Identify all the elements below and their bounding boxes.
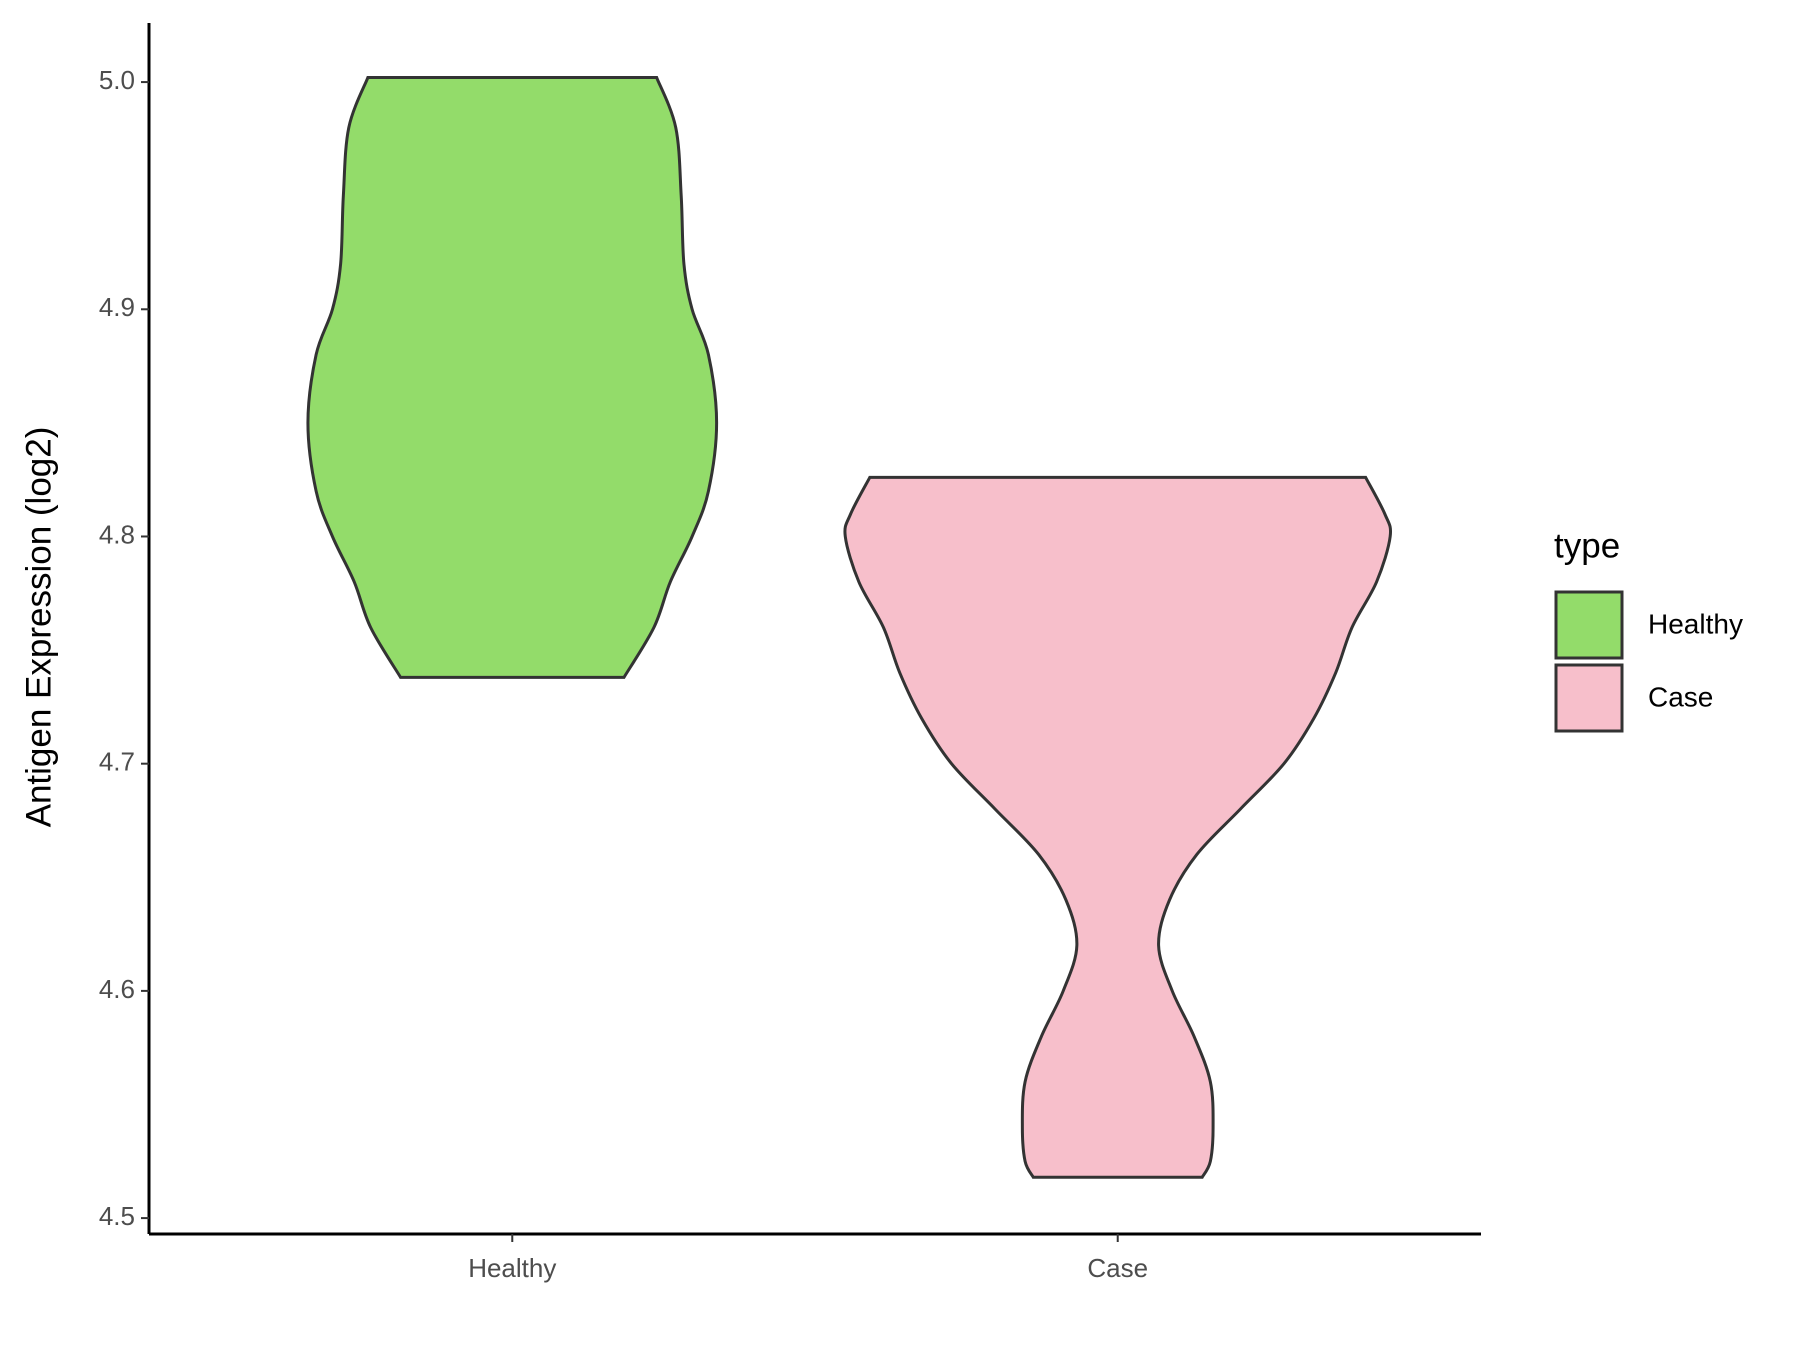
x-tick-label: Healthy <box>468 1253 556 1283</box>
violin <box>843 475 1393 1179</box>
violin <box>306 76 719 679</box>
y-axis-title: Antigen Expression (log2) <box>19 427 58 828</box>
legend-label: Case <box>1648 681 1713 712</box>
y-tick-label: 4.6 <box>99 974 135 1004</box>
legend-label: Healthy <box>1648 608 1743 639</box>
y-tick-label: 4.8 <box>99 519 135 549</box>
legend-title: type <box>1554 526 1620 565</box>
legend-key <box>1554 663 1624 733</box>
y-tick-label: 4.5 <box>99 1201 135 1231</box>
x-tick-label: Case <box>1087 1253 1148 1283</box>
legend-key <box>1554 590 1624 660</box>
y-tick-label: 5.0 <box>99 65 135 95</box>
y-tick-label: 4.7 <box>99 747 135 777</box>
y-tick-label: 4.9 <box>99 292 135 322</box>
